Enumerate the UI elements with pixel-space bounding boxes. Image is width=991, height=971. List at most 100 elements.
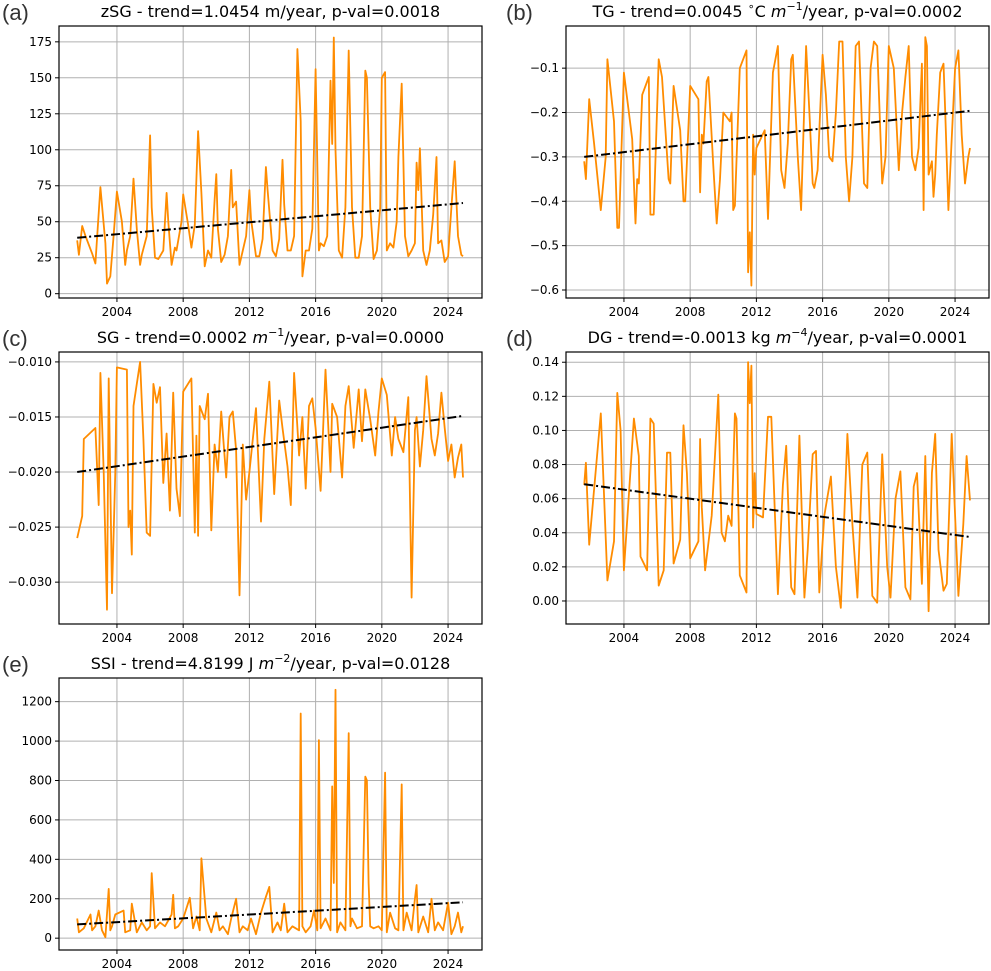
y-tick-label: 0.10 [532,423,559,437]
title-exponent: −2 [274,652,290,665]
y-tick-label: −0.4 [530,194,559,208]
title-text: /year, p-val=0.0128 [290,654,450,673]
title-unit: m [259,654,275,673]
x-tick-label: 2020 [874,305,905,319]
y-tick-label: 50 [37,215,52,229]
series-line-tg [583,36,971,287]
axes-frame [58,677,483,951]
panel-label: (d) [506,326,533,351]
y-tick-label: 175 [29,35,52,49]
x-tick-label: 2004 [609,631,640,645]
trend-line [77,414,464,473]
x-tick-label: 2020 [367,957,398,971]
y-tick-label: 0.00 [532,594,559,608]
y-tick-label: 0 [44,287,52,301]
x-tick-label: 2016 [807,305,838,319]
series-line-dg [583,361,971,613]
x-tick-label: 2020 [367,305,398,319]
trend-line [77,202,464,239]
y-tick-label: 125 [29,107,52,121]
gridlines [566,352,989,624]
y-tick-label: 0.14 [532,355,559,369]
title-text: C [755,2,771,21]
y-tick-label: 400 [29,852,52,866]
y-tick-label: −0.1 [530,61,559,75]
y-tick-label: 600 [29,813,52,827]
chart-title: zSG - trend=1.0454 m/year, p-val=0.0018 [101,2,440,21]
x-tick-label: 2016 [300,305,331,319]
panel-label: (b) [506,0,533,25]
title-text: TG - trend=0.0045 [591,2,747,21]
title-unit: m [776,328,792,347]
title-unit: m [252,328,268,347]
y-tick-label: 0.08 [532,458,559,472]
panel-b: 2004 2008 2012 2016 2020 2024 −0.6 −0.5 −0.4 −0.3… [506,0,990,319]
y-tick-label: 0 [44,931,52,945]
y-tick-label: 150 [29,71,52,85]
title-text: SG - trend=0.0002 [97,328,253,347]
x-tick-label: 2008 [168,305,199,319]
y-tick-label: 0.04 [532,526,559,540]
series-line-zsg [76,36,464,285]
x-tick-label: 2004 [102,957,133,971]
x-tick-label: 2012 [234,957,265,971]
panel-label: (e) [2,652,29,677]
gridlines [566,26,989,298]
axes-frame [58,351,483,625]
title-text: zSG - trend=1.0454 m/year, p-val=0.0018 [101,2,440,21]
title-text: /year, p-val=0.0002 [803,2,963,21]
y-tick-label: −0.015 [8,410,52,424]
x-tick-label: 2016 [300,957,331,971]
x-tick-label: 2024 [433,957,464,971]
y-tick-label: 800 [29,773,52,787]
chart-title: DG - trend=-0.0013 kg m−4/year, p-val=0.… [588,326,968,347]
y-tick-label: 1000 [21,734,52,748]
y-tick-label: 0.12 [532,389,559,403]
trend-line [77,901,464,926]
panel-a: 2004 2008 2012 2016 2020 2024 0 25 50 75 100 125 150… [2,0,483,319]
title-exponent: −1 [268,326,284,339]
title-text: DG - trend=-0.0013 kg [588,328,776,347]
y-tick-label: 0.02 [532,560,559,574]
x-tick-label: 2008 [675,631,706,645]
title-exponent: −4 [791,326,807,339]
y-tick-label: −0.2 [530,106,559,120]
title-unit: m [771,2,787,21]
title-exponent: −1 [786,0,802,13]
y-tick-label: −0.010 [8,355,52,369]
y-tick-label: 1200 [21,695,52,709]
series-line-sg [76,360,464,611]
x-tick-label: 2020 [874,631,905,645]
y-tick-label: 100 [29,143,52,157]
panel-label: (c) [2,326,28,351]
x-tick-label: 2024 [433,305,464,319]
trend-line [584,109,971,158]
x-tick-label: 2008 [168,631,199,645]
chart-title: SG - trend=0.0002 m−1/year, p-val=0.0000 [97,326,444,347]
panel-d: 2004 2008 2012 2016 2020 2024 0.00 0.02 0.04 0.06… [506,326,990,645]
title-text: /year, p-val=0.0000 [284,328,444,347]
title-text: /year, p-val=0.0001 [808,328,968,347]
y-tick-label: −0.6 [530,283,559,297]
x-tick-label: 2008 [675,305,706,319]
series-line-ssi [76,688,464,939]
x-tick-label: 2012 [234,305,265,319]
y-tick-label: −0.5 [530,239,559,253]
axes-frame [565,351,990,625]
trend-line [584,483,971,538]
chart-title: TG - trend=0.0045 ∘C m−1/year, p-val=0.0… [591,0,962,21]
x-tick-label: 2008 [168,957,199,971]
y-tick-label: 0.06 [532,492,559,506]
title-degree: ∘ [748,0,755,13]
title-text: SSI - trend=4.8199 J [91,654,259,673]
axes-frame [565,25,990,299]
y-tick-label: −0.030 [8,575,52,589]
x-tick-label: 2016 [300,631,331,645]
chart-title: SSI - trend=4.8199 J m−2/year, p-val=0.0… [91,652,451,673]
x-tick-label: 2020 [367,631,398,645]
x-tick-label: 2012 [741,305,772,319]
axes-frame [58,25,483,299]
y-tick-label: 200 [29,892,52,906]
x-tick-label: 2004 [609,305,640,319]
